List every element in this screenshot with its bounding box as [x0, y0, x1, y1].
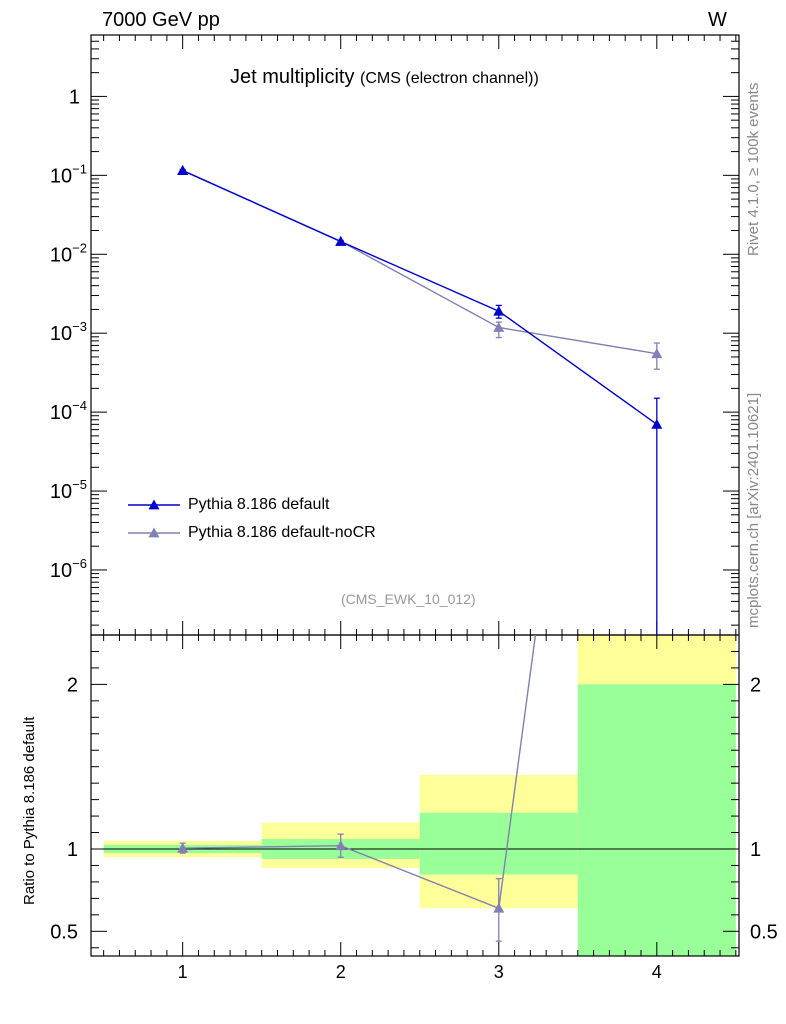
data-point: [493, 305, 505, 316]
x-tick-label: 4: [652, 962, 662, 982]
data-point: [335, 236, 347, 246]
series-lines: [177, 164, 663, 635]
chart-subtitle: (CMS (electron channel)): [360, 70, 539, 87]
plot-frames: [90, 34, 740, 957]
y-tick-label: 10−6: [50, 556, 87, 582]
data-point: [177, 165, 189, 175]
ratio-data-point: [177, 842, 189, 853]
tick-labels: 1 2 3 4 1 10−1 10−2 10−3 10−4 10−5 10−6 0.5 0.5 1 1 2 2: [50, 86, 778, 982]
ratio-y-tick-label: 2: [67, 674, 78, 696]
y-tick-label: 10−2: [50, 240, 87, 266]
rivet-version-label: Rivet 4.1.0, ≥ 100k events: [745, 82, 762, 256]
data-point: [493, 322, 505, 332]
data-point: [651, 418, 663, 429]
mcplots-label: mcplots.cern.ch [arXiv:2401.10621]: [745, 392, 762, 628]
y-tick-label: 10−4: [50, 398, 87, 424]
ratio-y-tick-label-right: 2: [750, 674, 761, 696]
ratio-y-tick-label-right: 0.5: [750, 921, 778, 943]
data-point: [651, 348, 663, 359]
x-tick-label: 1: [178, 962, 188, 982]
ratio-y-axis-label: Ratio to Pythia 8.186 default: [21, 716, 38, 905]
energy-label: 7000 GeV pp: [102, 9, 220, 31]
legend-marker: [148, 499, 160, 510]
y-tick-label: 1: [69, 86, 80, 108]
ratio-data-point: [335, 840, 347, 851]
ratio-y-tick-label-right: 1: [750, 839, 761, 861]
chart-title: Jet multiplicity: [230, 66, 355, 88]
ratio-band-inner: [577, 684, 736, 956]
legend-label-default: Pythia 8.186 default: [188, 496, 330, 513]
ratio-series: [177, 635, 537, 942]
x-tick-label: 3: [494, 962, 504, 982]
series-line-nocr: [182, 169, 657, 355]
x-tick-label: 2: [336, 962, 346, 982]
ratio-data-point: [493, 902, 505, 913]
ratio-y-tick-label: 0.5: [50, 921, 78, 943]
y-tick-label: 10−3: [50, 319, 87, 345]
chart-title-group: Jet multiplicity (CMS (electron channel)…: [230, 66, 539, 89]
ratio-band-inner: [419, 812, 578, 875]
axis-ticks: [91, 34, 739, 956]
main-plot-frame: [90, 34, 740, 636]
ratio-uncertainty-bands: [103, 635, 736, 956]
analysis-tag: (CMS_EWK_10_012): [341, 591, 476, 607]
series-line-default: [182, 169, 658, 425]
y-tick-label: 10−5: [50, 477, 87, 503]
ratio-line-nocr: [182, 635, 537, 910]
legend-marks: [128, 499, 180, 538]
ratio-y-tick-label: 1: [67, 839, 78, 861]
ratio-lines: [177, 635, 537, 942]
process-label: W: [708, 9, 727, 31]
y-tick-label: 10−1: [50, 161, 87, 187]
legend-label-nocr: Pythia 8.186 default-noCR: [188, 524, 376, 541]
ratio-plot-frame: [90, 634, 740, 957]
legend-marker: [148, 527, 160, 538]
